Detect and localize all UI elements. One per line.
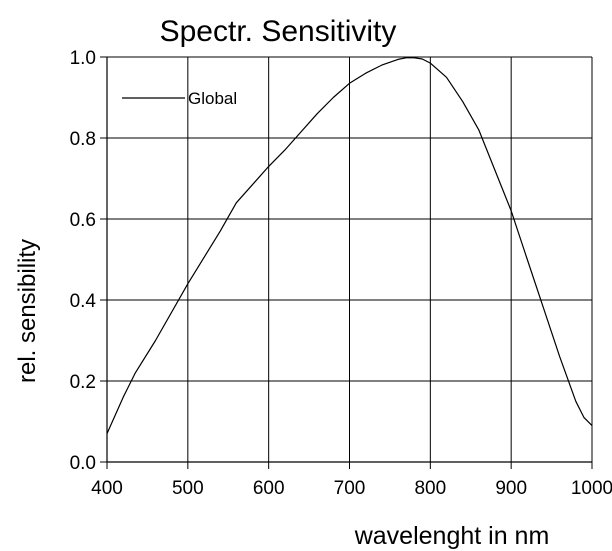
x-axis-ticks: 400 500 600 700 800 900 1000: [91, 462, 612, 499]
y-axis-label: rel. sensibility: [14, 239, 41, 383]
y-tick-label: 0.0: [70, 453, 96, 474]
plot-lines: [106, 57, 593, 434]
grid: [106, 56, 593, 463]
x-tick-label: 900: [495, 478, 527, 499]
y-tick-label: 0.2: [70, 372, 96, 393]
series-line-global: [106, 57, 593, 434]
y-tick-label: 0.6: [70, 210, 96, 231]
x-tick-label: 400: [91, 478, 123, 499]
y-axis-ticks: 0.0 0.2 0.4 0.6 0.8 1.0: [70, 48, 107, 474]
x-tick-label: 500: [172, 478, 204, 499]
y-tick-label: 0.4: [70, 291, 97, 312]
x-tick-label: 600: [253, 478, 285, 499]
x-tick-label: 800: [414, 478, 446, 499]
y-tick-label: 1.0: [70, 48, 96, 69]
legend-label-global: Global: [188, 89, 237, 108]
x-axis-label: wavelenght in nm: [354, 522, 550, 550]
y-tick-label: 0.8: [70, 129, 96, 150]
x-tick-label: 700: [334, 478, 366, 499]
legend: Global: [122, 89, 237, 108]
chart-title: Spectr. Sensitivity: [160, 15, 397, 48]
x-tick-label: 1000: [571, 478, 612, 499]
